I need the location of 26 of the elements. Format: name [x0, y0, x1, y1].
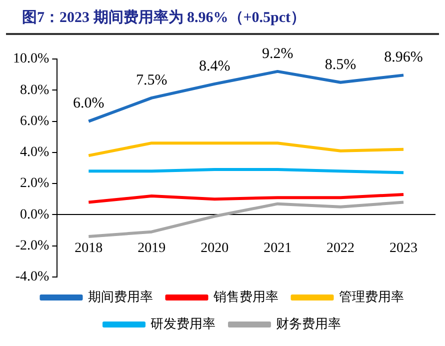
x-tick-label: 2022	[326, 240, 355, 256]
data-label: 6.0%	[73, 96, 104, 112]
y-tick-label: 6.0%	[20, 114, 50, 129]
legend-label: 管理费用率	[338, 288, 404, 304]
x-tick-label: 2019	[138, 240, 166, 256]
y-tick-label: -4.0%	[15, 270, 50, 285]
legend-label: 财务费用率	[276, 316, 341, 331]
legend-label: 销售费用率	[212, 288, 278, 304]
x-tick-label: 2021	[264, 240, 292, 256]
y-tick-label: 2.0%	[20, 176, 50, 192]
legend-label: 期间费用率	[88, 288, 153, 304]
data-label: 8.96%	[384, 50, 423, 66]
x-tick-label: 2018	[74, 240, 103, 256]
chart-title: 图7：2023 期间费用率为 8.96%（+0.5pct）	[6, 0, 439, 35]
legend-label: 研发费用率	[150, 316, 216, 331]
y-tick-label: 10.0%	[12, 52, 50, 67]
data-label: 8.4%	[198, 58, 230, 74]
data-label: 9.2%	[262, 46, 294, 62]
y-tick-label: 4.0%	[20, 145, 50, 160]
y-tick-label: 8.0%	[20, 82, 50, 98]
x-tick-label: 2020	[200, 240, 229, 256]
data-label: 8.5%	[324, 56, 356, 73]
x-tick-label: 2023	[390, 240, 418, 256]
data-label: 7.5%	[136, 72, 168, 88]
y-tick-label: -2.0%	[15, 238, 50, 254]
y-tick-label: 0.0%	[20, 207, 50, 222]
